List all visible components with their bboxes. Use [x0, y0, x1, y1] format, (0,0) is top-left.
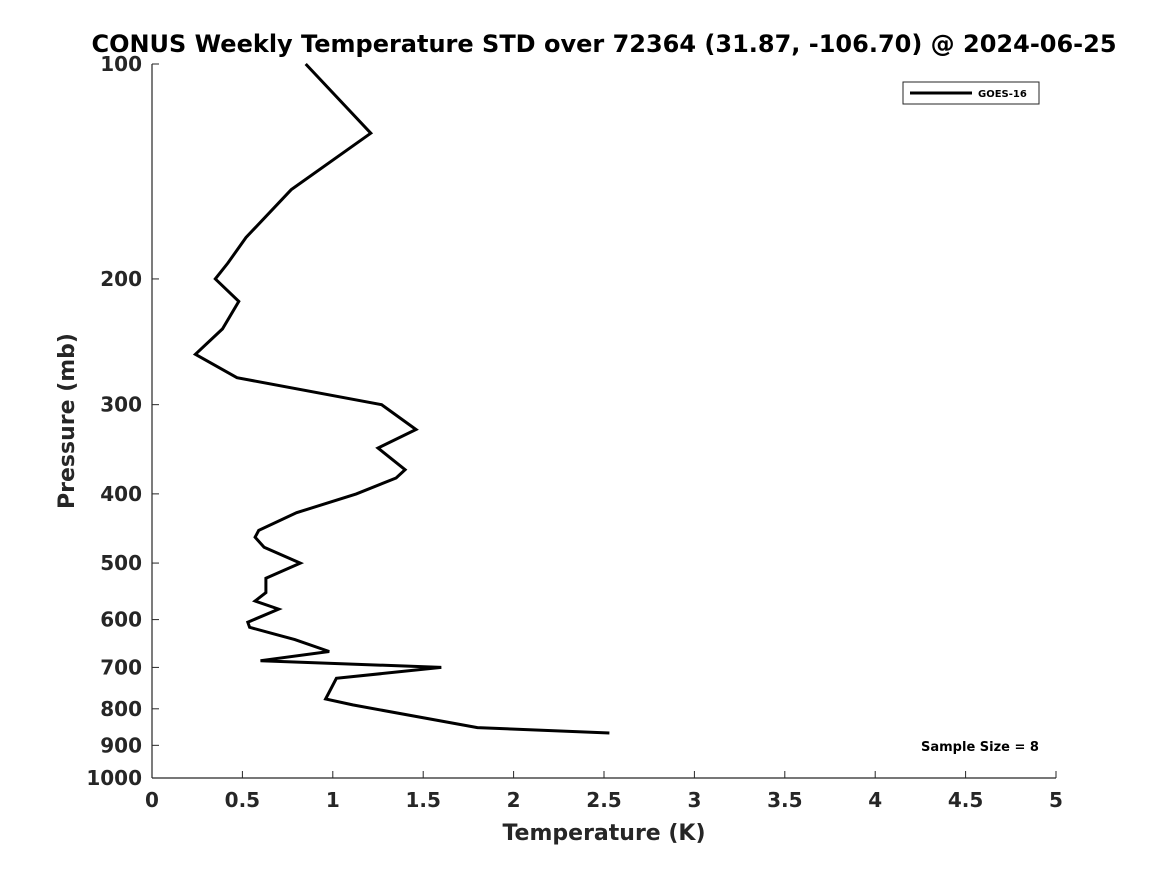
y-tick-label: 100: [100, 52, 142, 76]
y-tick-label: 700: [100, 655, 142, 679]
series-line-goes-16: [192, 62, 610, 735]
sample-size-annotation: Sample Size = 8: [921, 740, 1039, 755]
series-group: [192, 62, 610, 735]
x-tick-label: 4: [868, 788, 882, 812]
axes: [151, 64, 1056, 779]
x-axis-label: Temperature (K): [502, 821, 705, 846]
x-tick-label: 0: [145, 788, 159, 812]
y-tick-label: 1000: [86, 766, 142, 790]
y-axis-label: Pressure (mb): [55, 333, 80, 509]
x-tick-label: 1: [326, 788, 340, 812]
y-tick-label: 200: [100, 267, 142, 291]
x-tick-label: 0.5: [225, 788, 260, 812]
y-tick-label: 800: [100, 697, 142, 721]
x-tick-label: 3.5: [767, 788, 802, 812]
x-tick-label: 2.5: [586, 788, 621, 812]
y-tick-label: 500: [100, 551, 142, 575]
chart-title: CONUS Weekly Temperature STD over 72364 …: [91, 30, 1116, 58]
x-tick-label: 5: [1049, 788, 1063, 812]
legend: GOES-16: [902, 81, 1040, 105]
y-ticks: 100 200 300 400 500 600 700 800 900 1000: [86, 52, 159, 790]
y-tick-label: 900: [100, 733, 142, 757]
x-tick-label: 1.5: [405, 788, 440, 812]
y-tick-label: 600: [100, 608, 142, 632]
x-tick-label: 3: [687, 788, 701, 812]
legend-label-goes-16: GOES-16: [978, 89, 1027, 100]
y-tick-label: 400: [100, 482, 142, 506]
x-ticks: 0 0.5 1 1.5 2 2.5 3 3.5 4 4.5 5: [145, 771, 1063, 812]
y-tick-label: 300: [100, 393, 142, 417]
x-tick-label: 2: [507, 788, 521, 812]
x-tick-label: 4.5: [948, 788, 983, 812]
